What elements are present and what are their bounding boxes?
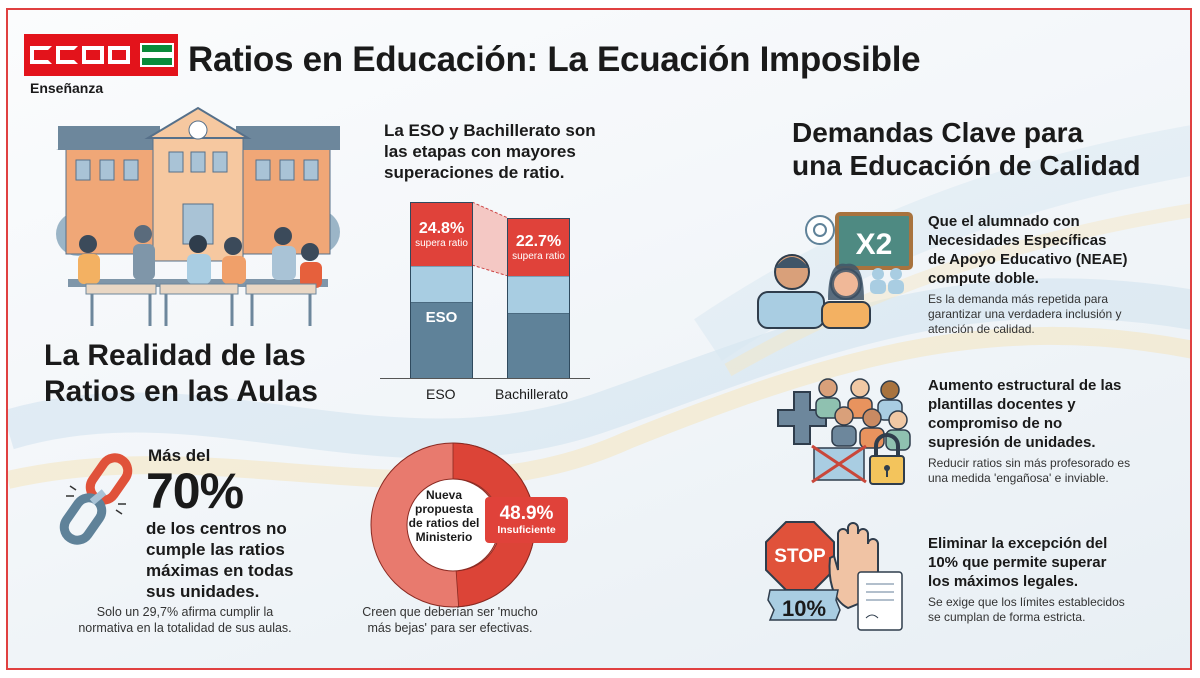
demand-heading: Que el alumnado con Necesidades Específic…: [928, 213, 1128, 287]
demand-heading: Eliminar la excepción del 10% que permite…: [928, 535, 1108, 590]
stat-value: 70%: [146, 463, 244, 519]
section-title-realidad: La Realidad de las Ratios en las Aulas: [44, 339, 318, 408]
donut-note: Creen que deberían ser 'mucho más bejas' …: [362, 605, 538, 635]
bar-segment-supera: 22.7% supera ratio: [508, 219, 569, 276]
logo-letter-o: [82, 46, 104, 64]
stat-note: Solo un 29,7% afirma cumplir la normativa…: [78, 605, 292, 635]
donut-badge: 48.9% Insuficiente: [485, 497, 568, 543]
demand-heading: Aumento estructural de las plantillas doc…: [928, 377, 1122, 451]
broken-chain-icon: [59, 453, 133, 545]
section-title-demandas: Demandas Clave para una Educación de Cali…: [792, 117, 1141, 181]
bar-segment-light: [411, 266, 472, 302]
demand-text: Reducir ratios sin más profesorado es una…: [928, 456, 1131, 485]
svg-text:10%: 10%: [782, 596, 826, 621]
bar-segment-light: [508, 276, 569, 313]
stat-lead: Más del: [148, 446, 211, 465]
svg-text:X2: X2: [856, 228, 893, 261]
school-classroom-illustration: [56, 106, 340, 326]
demand-item-neae: Que el alumnado con Necesidades Específic…: [928, 212, 1178, 337]
bar-eso: 24.8% supera ratio ESO: [410, 202, 473, 379]
x-label-bachillerato: Bachillerato: [495, 386, 569, 402]
ccoo-logo: [24, 34, 178, 76]
logo-letter-c: [30, 46, 52, 64]
bar-segment-dark: ESO: [411, 302, 472, 378]
x-label-eso: ESO: [426, 386, 456, 402]
svg-text:STOP: STOP: [774, 546, 826, 567]
bar-bachillerato: 22.7% supera ratio: [507, 218, 570, 379]
logo-subtitle: Enseñanza: [30, 80, 104, 96]
teachers-plus-lock-icon: [777, 378, 911, 485]
chart-title: La ESO y Bachillerato son las etapas con …: [384, 121, 596, 182]
chart-axis: [380, 378, 590, 379]
andalusia-flag-icon: [140, 43, 174, 67]
logo-letter-o: [108, 46, 130, 64]
demand-item-excepcion: Eliminar la excepción del 10% que permite…: [928, 534, 1178, 625]
stop-hand-document-icon: STOP 10%: [765, 521, 903, 631]
bar-connector: [472, 202, 508, 276]
demand-item-plantillas: Aumento estructural de las plantillas doc…: [928, 376, 1178, 486]
bar-segment-dark: [508, 313, 569, 378]
stat-description: de los centros no cumple las ratios máxim…: [146, 519, 294, 601]
bar-segment-supera: 24.8% supera ratio: [411, 203, 472, 266]
demand-text: Es la demanda más repetida para garantiza…: [928, 292, 1122, 336]
page-title: Ratios en Educación: La Ecuación Imposib…: [188, 40, 921, 79]
students-x2-blackboard-icon: X2: [757, 212, 913, 329]
demand-text: Se exige que los límites establecidos se …: [928, 595, 1125, 624]
logo-letter-c: [56, 46, 78, 64]
donut-center-label: Nueva propuesta de ratios del Ministerio: [408, 488, 480, 544]
